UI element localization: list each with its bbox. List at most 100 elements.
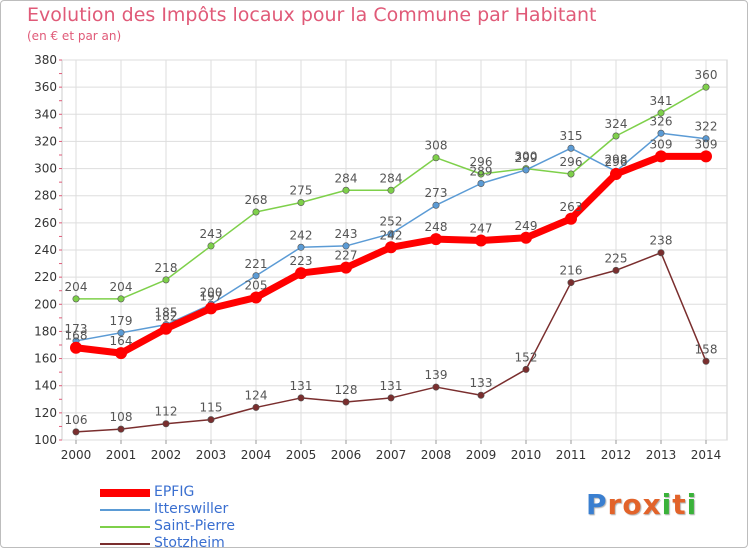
- data-point: [342, 242, 350, 250]
- data-label: 247: [470, 222, 493, 236]
- x-tick-label: 2003: [196, 448, 227, 462]
- legend-label: Saint-Pierre: [154, 518, 235, 534]
- data-point: [117, 295, 125, 303]
- data-label: 158: [695, 342, 718, 356]
- data-point: [475, 234, 487, 247]
- logo-letter: i: [661, 488, 673, 521]
- data-label: 289: [470, 165, 493, 179]
- data-point: [297, 394, 305, 402]
- data-label: 197: [200, 289, 223, 303]
- data-label: 179: [110, 314, 133, 328]
- data-label: 139: [425, 368, 448, 382]
- data-point: [297, 243, 305, 251]
- data-point: [70, 341, 82, 354]
- data-point: [657, 129, 665, 137]
- x-tick-label: 2000: [61, 448, 92, 462]
- data-label: 205: [245, 279, 268, 293]
- y-tick-label: 240: [34, 243, 57, 257]
- data-label: 243: [200, 227, 223, 241]
- data-label: 324: [605, 117, 628, 131]
- data-label: 284: [380, 171, 403, 185]
- y-tick-label: 360: [34, 80, 57, 94]
- data-label: 112: [155, 405, 178, 419]
- x-tick-label: 2006: [331, 448, 362, 462]
- y-tick-label: 220: [34, 270, 57, 284]
- data-label: 173: [65, 322, 88, 336]
- data-point: [612, 132, 620, 140]
- data-label: 341: [650, 94, 673, 108]
- data-point: [567, 170, 575, 178]
- data-point: [610, 168, 622, 180]
- data-label: 133: [470, 376, 493, 390]
- data-label: 252: [380, 215, 403, 229]
- data-point: [567, 279, 575, 287]
- data-point: [565, 212, 577, 225]
- y-tick-label: 280: [34, 189, 57, 203]
- y-tick-label: 180: [34, 324, 57, 338]
- data-point: [385, 241, 397, 254]
- data-point: [252, 272, 260, 280]
- data-point: [432, 154, 440, 162]
- logo-letter: o: [622, 488, 643, 521]
- y-tick-label: 200: [34, 297, 57, 311]
- data-label: 168: [65, 329, 88, 343]
- x-tick-label: 2002: [151, 448, 182, 462]
- data-label: 360: [695, 68, 718, 82]
- data-label: 273: [425, 186, 448, 200]
- data-label: 238: [650, 234, 673, 248]
- data-point: [477, 170, 485, 178]
- data-point: [612, 266, 620, 274]
- legend-swatch: [100, 542, 150, 545]
- data-point: [655, 150, 667, 163]
- data-label: 204: [65, 280, 88, 294]
- data-label: 106: [65, 413, 88, 427]
- data-label: 296: [605, 155, 628, 169]
- data-label: 216: [560, 264, 583, 278]
- data-label: 309: [695, 137, 718, 151]
- data-point: [297, 199, 305, 207]
- data-label: 218: [155, 261, 178, 275]
- data-label: 249: [515, 219, 538, 233]
- legend-swatch: [100, 508, 150, 511]
- legend-label: Itterswiller: [154, 501, 229, 517]
- x-tick-label: 2012: [601, 448, 632, 462]
- data-point: [205, 302, 217, 315]
- data-point: [430, 233, 442, 246]
- x-tick-label: 2011: [556, 448, 587, 462]
- data-point: [702, 357, 710, 365]
- data-point: [657, 249, 665, 257]
- data-point: [522, 365, 530, 373]
- data-label: 284: [335, 171, 358, 185]
- data-point: [477, 180, 485, 188]
- data-point: [567, 144, 575, 152]
- y-tick-label: 300: [34, 162, 57, 176]
- data-label: 200: [200, 285, 223, 299]
- proxiti-logo: Proxiti: [586, 488, 697, 521]
- data-label: 221: [245, 257, 268, 271]
- x-tick-label: 2008: [421, 448, 452, 462]
- data-label: 131: [290, 379, 313, 393]
- data-label: 296: [470, 155, 493, 169]
- data-point: [520, 231, 532, 244]
- data-point: [432, 201, 440, 209]
- data-point: [702, 83, 710, 91]
- y-tick-label: 380: [34, 53, 57, 67]
- data-label: 182: [155, 310, 178, 324]
- data-point: [387, 394, 395, 402]
- data-label: 152: [515, 350, 538, 364]
- data-point: [160, 322, 172, 335]
- y-tick-label: 340: [34, 107, 57, 121]
- logo-letter: t: [672, 488, 687, 521]
- data-point: [340, 261, 352, 274]
- data-point: [295, 267, 307, 280]
- x-tick-label: 2005: [286, 448, 317, 462]
- y-tick-label: 260: [34, 216, 57, 230]
- data-label: 131: [380, 379, 403, 393]
- data-label: 115: [200, 401, 223, 415]
- y-tick-label: 120: [34, 406, 57, 420]
- data-point: [387, 186, 395, 194]
- data-point: [702, 135, 710, 143]
- data-point: [522, 166, 530, 174]
- data-label: 248: [425, 220, 448, 234]
